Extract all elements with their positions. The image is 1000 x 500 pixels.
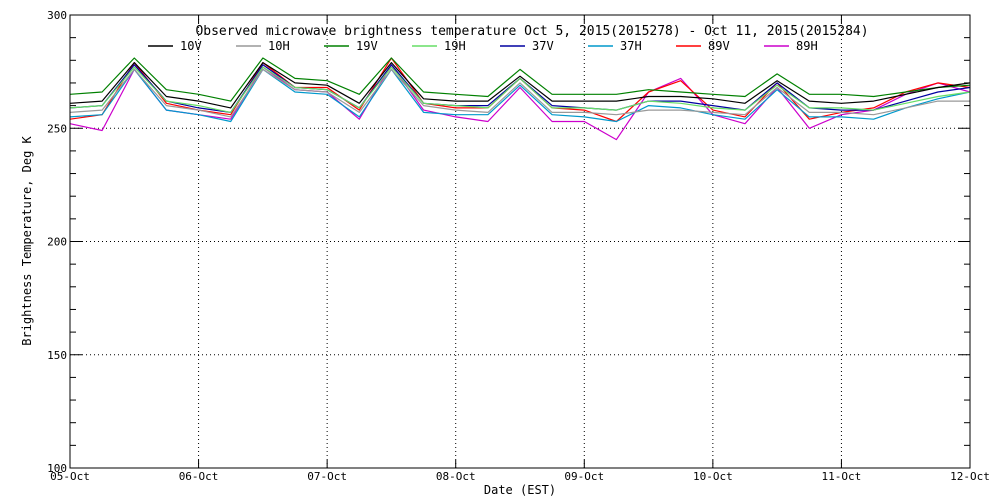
x-tick-label: 11-Oct xyxy=(822,470,862,483)
x-axis-label: Date (EST) xyxy=(484,483,556,497)
x-tick-label: 05-Oct xyxy=(50,470,90,483)
legend-label-19h: 19H xyxy=(444,39,466,53)
y-tick-label: 250 xyxy=(47,122,67,135)
legend-label-19v: 19V xyxy=(356,39,378,53)
y-tick-label: 300 xyxy=(47,9,67,22)
legend-label-37h: 37H xyxy=(620,39,642,53)
legend-label-10v: 10V xyxy=(180,39,202,53)
y-tick-label: 150 xyxy=(47,349,67,362)
x-tick-label: 08-Oct xyxy=(436,470,476,483)
legend-label-37v: 37V xyxy=(532,39,554,53)
x-tick-label: 12-Oct xyxy=(950,470,990,483)
legend-label-89h: 89H xyxy=(796,39,818,53)
series-lines xyxy=(69,57,971,141)
series-line-19v xyxy=(69,57,971,102)
legend-label-10h: 10H xyxy=(268,39,290,53)
x-tick-label: 10-Oct xyxy=(693,470,733,483)
series-line-10v xyxy=(69,61,971,109)
y-tick-label: 200 xyxy=(47,236,67,249)
y-axis-label: Brightness Temperature, Deg K xyxy=(20,135,34,345)
plot-frame xyxy=(69,14,971,469)
legend: 10V 10H 19V 19H 37V 37H 89V 89H xyxy=(148,39,818,53)
series-line-19h xyxy=(69,66,971,114)
series-line-37v xyxy=(69,64,971,114)
axis-ticks: 05-Oct 06-Oct 07-Oct 08-Oct 09-Oct 10-Oct 11-O… xyxy=(47,9,990,483)
x-tick-label: 06-Oct xyxy=(179,470,219,483)
series-line-37h xyxy=(69,68,971,123)
chart-title: Observed microwave brightness temperatur… xyxy=(195,24,868,39)
legend-label-89v: 89V xyxy=(708,39,730,53)
y-tick-label: 100 xyxy=(47,462,67,475)
x-tick-label: 07-Oct xyxy=(307,470,347,483)
series-line-10h xyxy=(69,68,970,118)
series-line-89h xyxy=(69,64,971,141)
x-tick-label: 09-Oct xyxy=(564,470,604,483)
